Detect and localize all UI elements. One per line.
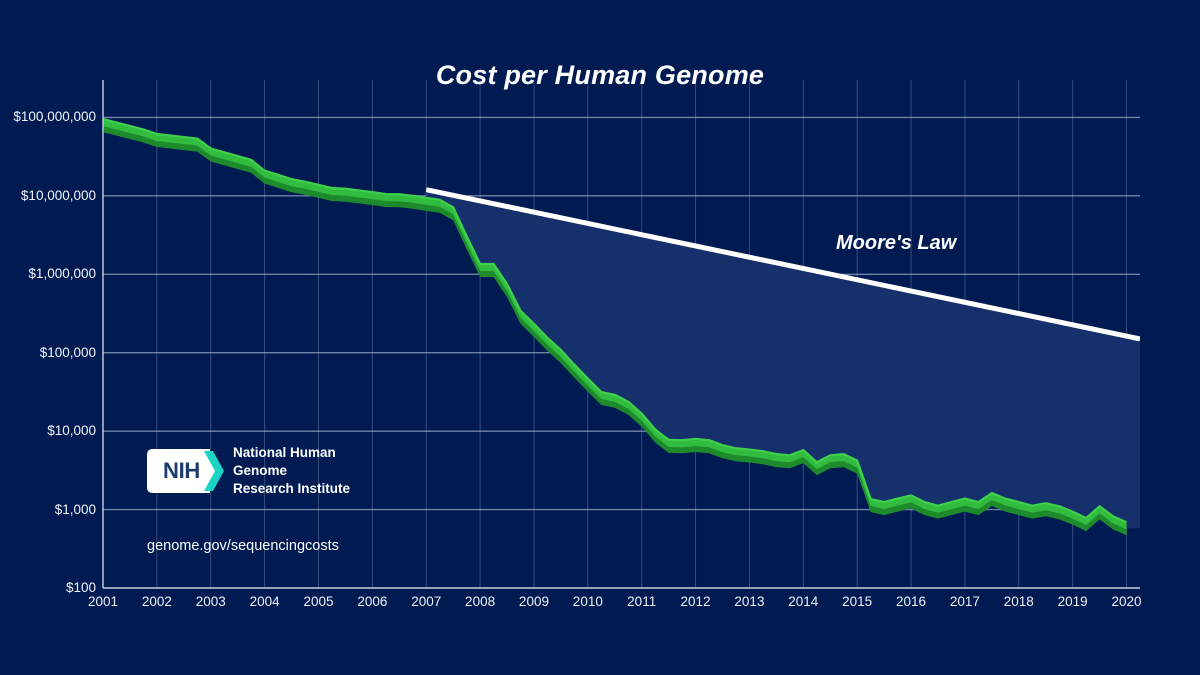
moores-law-line <box>425 187 1140 342</box>
institute-name: National Human Genome Research Institute <box>233 444 389 497</box>
y-axis-tick-2: $1,000,000 <box>28 266 96 282</box>
x-axis-tick-2016: 2016 <box>896 594 927 609</box>
source-url: genome.gov/sequencingcosts <box>147 538 339 554</box>
y-axis-tick-0: $100,000,000 <box>13 109 96 125</box>
y-axis-tick-6: $100 <box>65 580 96 595</box>
institute-name-line2: Research Institute <box>233 480 351 496</box>
x-axis-tick-2001: 2001 <box>87 594 119 609</box>
nih-chevron-icon <box>191 449 224 493</box>
moores-law-shaded-area <box>426 189 1140 529</box>
x-axis-tick-2013: 2013 <box>734 594 765 609</box>
y-axis-tick-5: $1,000 <box>54 501 96 517</box>
x-axis-tick-2019: 2019 <box>1057 594 1088 609</box>
axis-lines <box>102 80 1140 589</box>
x-axis-tick-2006: 2006 <box>357 594 388 609</box>
x-axis-tick-2003: 2003 <box>195 594 226 609</box>
x-axis-tick-2014: 2014 <box>788 594 819 609</box>
x-axis-tick-2010: 2010 <box>572 594 603 609</box>
cost-per-genome-series <box>103 118 1127 536</box>
nhgri-logo: NIH National Human Genome Research Insti… <box>147 444 389 497</box>
x-axis-tick-2002: 2002 <box>141 594 172 609</box>
y-axis-tick-4: $10,000 <box>47 423 96 439</box>
y-axis-tick-3: $100,000 <box>39 344 96 360</box>
x-axis-tick-2005: 2005 <box>303 594 334 609</box>
x-axis-tick-2004: 2004 <box>249 594 280 609</box>
moores-law-annotation: Moore's Law <box>836 232 957 254</box>
nih-logo-text: NIH <box>163 458 200 483</box>
x-axis-tick-2007: 2007 <box>411 594 442 609</box>
x-axis-tick-2008: 2008 <box>465 594 496 609</box>
page-title: Cost per Human Genome <box>435 60 765 90</box>
institute-name-line1: National Human Genome <box>233 445 336 479</box>
x-axis-tick-2018: 2018 <box>1003 594 1034 609</box>
y-axis-tick-1: $10,000,000 <box>20 187 96 203</box>
x-axis-tick-2015: 2015 <box>842 594 873 609</box>
x-axis-tick-2017: 2017 <box>949 594 980 609</box>
x-axis-tick-2020: 2020 <box>1111 594 1142 609</box>
x-axis-tick-2011: 2011 <box>627 594 657 609</box>
x-axis-tick-2009: 2009 <box>518 594 549 609</box>
nih-logo-mark: NIH <box>147 449 224 493</box>
x-axis-tick-2012: 2012 <box>680 594 711 609</box>
